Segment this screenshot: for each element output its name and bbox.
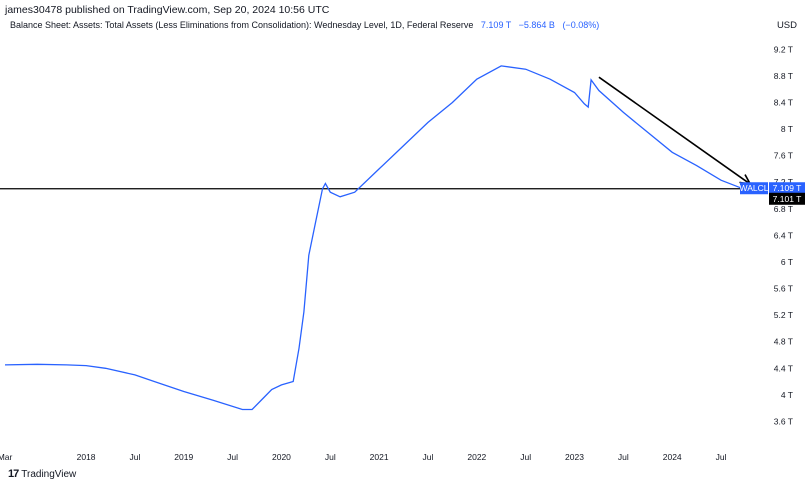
y-tick-label: 7.6 T [774, 151, 793, 161]
y-tick-label: 6.8 T [774, 204, 793, 214]
change-value: −5.864 B [518, 20, 555, 30]
y-tick-label: 4.4 T [774, 363, 793, 373]
series-legend[interactable]: Balance Sheet: Assets: Total Assets (Les… [10, 20, 599, 30]
publisher-credit: james30478 published on TradingView.com,… [5, 4, 330, 16]
y-axis: 3.6 T 4 T 4.4 T 4.8 T 5.2 T 5.6 T 6 T 6.4 T 6.8 … [774, 44, 793, 426]
y-tick-label: 5.6 T [774, 284, 793, 294]
x-tick-label: Jul [520, 452, 531, 462]
series-name-tag-label: WALCL [740, 183, 769, 193]
x-tick-label: 2023 [565, 452, 584, 462]
footer-brand: TradingView [21, 468, 77, 480]
y-tick-label: 9.2 T [774, 44, 793, 54]
x-tick-label: 2019 [174, 452, 193, 462]
y-tick-label: 4.8 T [774, 337, 793, 347]
x-tick-label: Jul [325, 452, 336, 462]
y-tick-label: 4 T [781, 390, 793, 400]
series-value-tag [769, 182, 805, 195]
price-tags: WALCL 7.109 T7.101 T [740, 182, 805, 205]
hline-value-tag [769, 192, 805, 205]
x-tick-label: Jul [716, 452, 727, 462]
x-tick-label: Jul [423, 452, 434, 462]
series-line[interactable] [4, 65, 742, 411]
currency-label[interactable]: USD [776, 20, 797, 31]
series-name-tag [740, 182, 768, 195]
x-tick-label: 2020 [272, 452, 291, 462]
x-tick-label: Mar [0, 452, 12, 462]
x-tick-label: 2021 [370, 452, 389, 462]
hline-value-tag-label: 7.101 T [773, 194, 802, 204]
trend-arrow[interactable] [598, 76, 752, 186]
y-tick-label: 8.8 T [774, 71, 793, 81]
x-tick-label: Jul [129, 452, 140, 462]
y-tick-label: 6 T [781, 257, 793, 267]
y-tick-label: 6.4 T [774, 230, 793, 240]
x-tick-label: 2024 [663, 452, 682, 462]
change-percent: (−0.08%) [562, 20, 600, 30]
y-tick-label: 3.6 T [774, 416, 793, 426]
x-tick-label: Jul [618, 452, 629, 462]
y-tick-label: 7.2 T [774, 177, 793, 187]
x-tick-label: Jul [227, 452, 238, 462]
y-tick-label: 8 T [781, 124, 793, 134]
series-value-tag-label: 7.109 T [773, 183, 802, 193]
series-title: Balance Sheet: Assets: Total Assets (Les… [10, 20, 474, 30]
last-value: 7.109 T [480, 20, 512, 30]
y-tick-label: 5.2 T [774, 310, 793, 320]
x-tick-label: 2018 [77, 452, 96, 462]
x-axis: Mar 2018 Jul 2019 Jul 2020 Jul 2021 Jul 2022 Jul 20… [0, 452, 727, 462]
x-tick-label: 2022 [467, 452, 486, 462]
tradingview-logo-icon: 17 [8, 468, 19, 480]
y-tick-label: 8.4 T [774, 97, 793, 107]
footer-branding: 17 TradingView [8, 468, 76, 480]
arrow-shaft [598, 76, 751, 185]
